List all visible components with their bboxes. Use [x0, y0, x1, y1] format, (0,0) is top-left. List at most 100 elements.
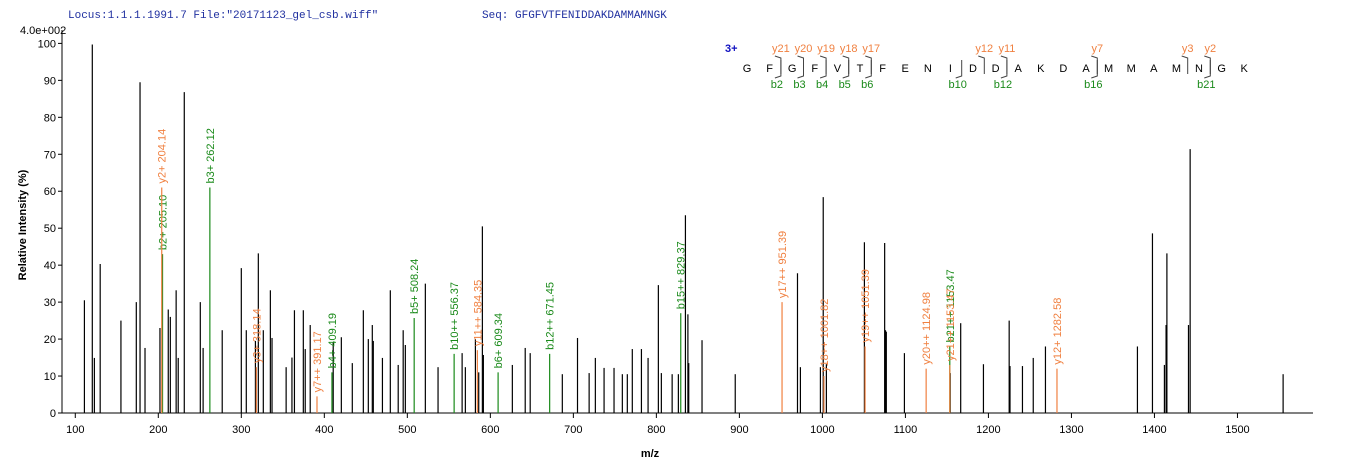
peak-label: y21++ 1153.47 [945, 288, 957, 361]
peak-label: y18++ 1001.82 [819, 299, 831, 372]
peak-label: b10++ 556.37 [449, 282, 461, 350]
x-tick-label: 1100 [894, 424, 918, 436]
b-cut [797, 60, 804, 79]
b-fragment: b5 [839, 79, 851, 91]
y-tick-label: 100 [38, 38, 56, 50]
y-cut [1091, 55, 1098, 74]
header: Locus:1.1.1.1991.7 File:"20171123_gel_cs… [68, 10, 378, 22]
b-fragment: b6 [861, 79, 873, 91]
y-fragment: y3 [1182, 43, 1194, 55]
b-cut [774, 60, 782, 79]
x-tick-label: 800 [647, 424, 665, 436]
b-fragment: b21 [1197, 79, 1215, 91]
y-tick-label: 10 [44, 371, 56, 383]
y-tick-label: 90 [44, 75, 56, 87]
peak-label: b12++ 671.45 [545, 282, 557, 350]
y-tick-label: 30 [44, 297, 56, 309]
y-tick-label: 70 [44, 149, 56, 161]
x-tick-label: 600 [481, 424, 499, 436]
x-tick-label: 100 [66, 424, 84, 436]
peak-label: y7++ 391.17 [312, 331, 324, 392]
peak-label: y2+ 204.14 [157, 129, 169, 184]
b-fragment: b4 [816, 79, 828, 91]
y-cut [842, 55, 850, 74]
y-tick-label: 60 [44, 186, 56, 198]
y-fragment: y12 [975, 43, 993, 55]
residue: N [1195, 63, 1203, 75]
y-tick-label: 80 [44, 112, 56, 124]
y-tick-label: 0 [50, 408, 56, 420]
b-cut [955, 60, 963, 79]
residue: M [1172, 63, 1181, 75]
residue: G [743, 63, 752, 75]
y-tick-label: 50 [44, 223, 56, 235]
x-tick-label: 900 [730, 424, 748, 436]
residue: T [857, 63, 864, 75]
x-tick-label: 200 [149, 424, 167, 436]
residue: D [1059, 63, 1067, 75]
y-cut [819, 55, 827, 74]
peak-label: y20++ 1124.98 [921, 292, 933, 365]
x-tick-label: 1400 [1142, 424, 1166, 436]
peak-label: b5+ 508.24 [409, 259, 421, 314]
peak-label: b6+ 609.34 [493, 313, 505, 368]
residue: K [1241, 63, 1249, 75]
residue: M [1104, 63, 1113, 75]
y-cut [1204, 55, 1211, 74]
residue: D [992, 63, 1000, 75]
peak-label: y17++ 951.39 [777, 231, 789, 298]
b-fragment: b10 [949, 79, 967, 91]
residue: K [1037, 63, 1045, 75]
y-fragment: y7 [1091, 43, 1103, 55]
peak-label: b2+ 205.10 [158, 195, 170, 250]
peak-label: b4+ 409.19 [327, 313, 339, 368]
y-cut [1000, 55, 1008, 74]
residue: D [969, 63, 977, 75]
x-tick-label: 400 [315, 424, 333, 436]
peak-label: y19++ 1051.39 [860, 269, 872, 342]
y-cut [797, 55, 804, 74]
peak-label: b3+ 262.12 [205, 128, 217, 183]
b-fragment: b3 [793, 79, 805, 91]
peak-label: b15++ 829.37 [676, 241, 688, 309]
b-fragment: b2 [771, 79, 783, 91]
peak-label: y12+ 1282.58 [1052, 298, 1064, 365]
residue: F [766, 63, 773, 75]
peak-label: y11++ 584.35 [472, 280, 484, 346]
residue: I [949, 63, 952, 75]
y-fragment: y19 [817, 43, 835, 55]
residue: A [1150, 63, 1158, 75]
seq-header: Seq: GFGFVTFENIDDAKDAMMAMNGK [482, 10, 667, 22]
residue: V [834, 63, 842, 75]
y-axis-label: Relative Intensity (%) [17, 169, 29, 280]
x-tick-label: 1300 [1059, 424, 1083, 436]
b-fragment: b16 [1084, 79, 1102, 91]
x-tick-label: 700 [564, 424, 582, 436]
y-tick-label: 40 [44, 260, 56, 272]
b-cut [819, 60, 827, 79]
x-tick-label: 1000 [810, 424, 834, 436]
residue: F [811, 63, 818, 75]
x-tick-label: 500 [398, 424, 416, 436]
b-cut [1091, 60, 1098, 79]
residue: A [1015, 63, 1023, 75]
y-fragment: y20 [795, 43, 813, 55]
y-fragment: y2 [1204, 43, 1216, 55]
residue: E [902, 63, 909, 75]
residue: F [879, 63, 886, 75]
residue: G [788, 63, 797, 75]
x-tick-label: 1500 [1225, 424, 1249, 436]
peak-label: y3+ 318.14 [251, 308, 263, 363]
b-cut [1000, 60, 1008, 79]
b-cut [865, 60, 872, 79]
scale-label: 4.0e+002 [20, 25, 66, 37]
x-tick-label: 1200 [976, 424, 1000, 436]
y-cut [978, 55, 985, 74]
y-tick-label: 20 [44, 334, 56, 346]
b-cut [1204, 60, 1211, 79]
residue: M [1127, 63, 1136, 75]
residue: N [924, 63, 932, 75]
x-tick-label: 300 [232, 424, 250, 436]
residue: G [1217, 63, 1226, 75]
